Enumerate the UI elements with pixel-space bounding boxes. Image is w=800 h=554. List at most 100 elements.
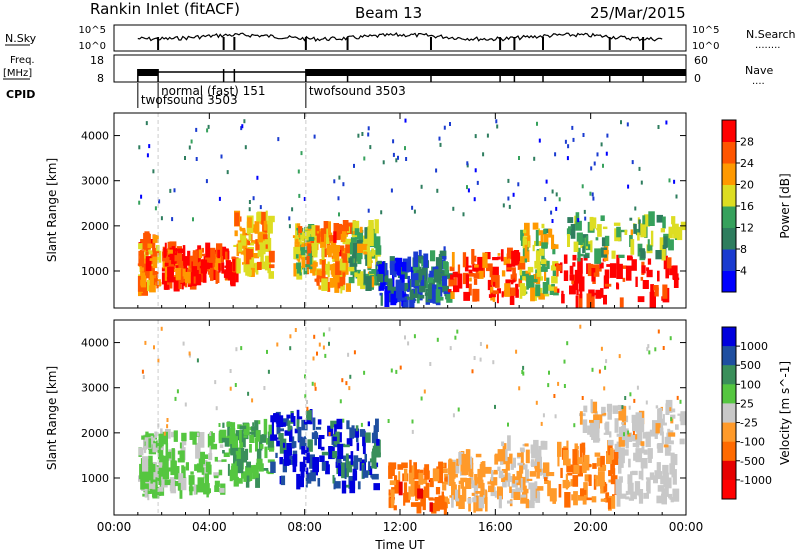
- freq-unit: [MHz]: [3, 68, 32, 79]
- range-cell: [288, 455, 296, 460]
- range-cell: [679, 399, 682, 404]
- range-cell: [342, 253, 348, 263]
- range-cell: [567, 217, 574, 223]
- range-cell: [458, 495, 465, 509]
- range-cell: [185, 271, 191, 284]
- range-cell: [333, 477, 336, 490]
- range-cell: [332, 258, 335, 262]
- range-cell: [328, 446, 335, 460]
- range-cell: [413, 251, 419, 268]
- range-cell: [316, 269, 322, 276]
- range-cell: [549, 287, 556, 295]
- range-cell: [268, 250, 275, 263]
- range-cell: [305, 447, 309, 453]
- range-cell: [488, 485, 495, 493]
- range-cell: [182, 280, 186, 286]
- range-cell: [517, 462, 524, 466]
- range-cell: [320, 236, 327, 248]
- range-cell: [484, 466, 492, 474]
- range-cell: [367, 421, 370, 427]
- range-cell: [193, 484, 197, 495]
- range-cell: [308, 236, 315, 241]
- range-cell: [240, 126, 243, 131]
- range-cell: [226, 421, 233, 427]
- range-cell: [607, 439, 614, 446]
- range-cell: [238, 478, 243, 484]
- range-cell: [572, 449, 578, 463]
- range-cell: [662, 464, 669, 474]
- range-cell: [177, 246, 182, 262]
- range-cell: [449, 495, 452, 498]
- range-cell: [219, 444, 224, 448]
- range-cell: [604, 235, 610, 246]
- range-cell: [145, 251, 149, 256]
- range-cell: [407, 276, 410, 292]
- range-cell: [611, 250, 616, 259]
- range-cell: [502, 203, 505, 208]
- range-cell: [462, 252, 467, 268]
- range-cell: [146, 243, 149, 259]
- range-cell: [465, 478, 472, 489]
- velocity-heatmap: [138, 320, 686, 515]
- range-cell: [267, 459, 275, 463]
- range-cell: [148, 250, 154, 255]
- range-cell: [603, 386, 606, 391]
- range-cell: [440, 259, 445, 270]
- range-cell: [632, 442, 638, 447]
- range-cell: [142, 471, 150, 482]
- range-cell: [333, 179, 336, 184]
- range-cell: [155, 477, 158, 489]
- range-cell: [633, 223, 637, 234]
- range-cell: [243, 249, 246, 264]
- range-cell: [635, 419, 643, 433]
- nave-tick-high: 60: [694, 54, 708, 67]
- range-cell: [350, 270, 357, 276]
- range-cell: [221, 262, 225, 274]
- range-cell: [524, 222, 530, 236]
- range-cell: [235, 347, 238, 352]
- range-cell: [325, 460, 329, 471]
- range-cell: [197, 477, 205, 493]
- range-cell: [576, 289, 579, 296]
- range-cell: [207, 271, 211, 275]
- range-cell: [247, 217, 252, 228]
- range-cell: [646, 347, 649, 352]
- range-cell: [248, 223, 254, 234]
- nsky-trace: [137, 32, 663, 50]
- range-cell: [673, 454, 678, 466]
- x-tick-label: 04:00: [192, 520, 227, 534]
- range-cell: [340, 230, 347, 243]
- range-cell: [414, 480, 420, 495]
- range-cell: [322, 263, 329, 275]
- range-cell: [493, 281, 496, 287]
- range-cell: [188, 486, 194, 492]
- range-cell: [233, 476, 239, 487]
- colorbar-tick-label: 1000: [740, 340, 768, 353]
- range-cell: [580, 488, 584, 497]
- range-cell: [577, 457, 583, 465]
- range-cell: [326, 237, 330, 245]
- range-cell: [347, 222, 354, 234]
- range-cell: [411, 429, 414, 434]
- range-cell: [524, 244, 528, 259]
- range-cell: [497, 466, 501, 471]
- range-cell: [484, 252, 491, 260]
- range-cell: [166, 277, 170, 280]
- range-cell: [242, 229, 246, 237]
- beam-title: Beam 13: [355, 4, 422, 22]
- range-cell: [519, 261, 526, 270]
- colorbar-swatch: [722, 441, 736, 462]
- range-cell: [286, 414, 293, 419]
- range-cell: [261, 234, 268, 240]
- range-cell: [196, 358, 199, 363]
- range-cell: [604, 365, 607, 370]
- range-cell: [276, 342, 279, 347]
- range-cell: [421, 259, 424, 267]
- range-cell: [648, 211, 655, 226]
- range-cell: [259, 444, 264, 449]
- range-cell: [515, 283, 519, 296]
- range-cell: [159, 446, 164, 451]
- range-cell: [278, 433, 284, 440]
- range-cell: [587, 263, 594, 277]
- range-cell: [556, 263, 559, 277]
